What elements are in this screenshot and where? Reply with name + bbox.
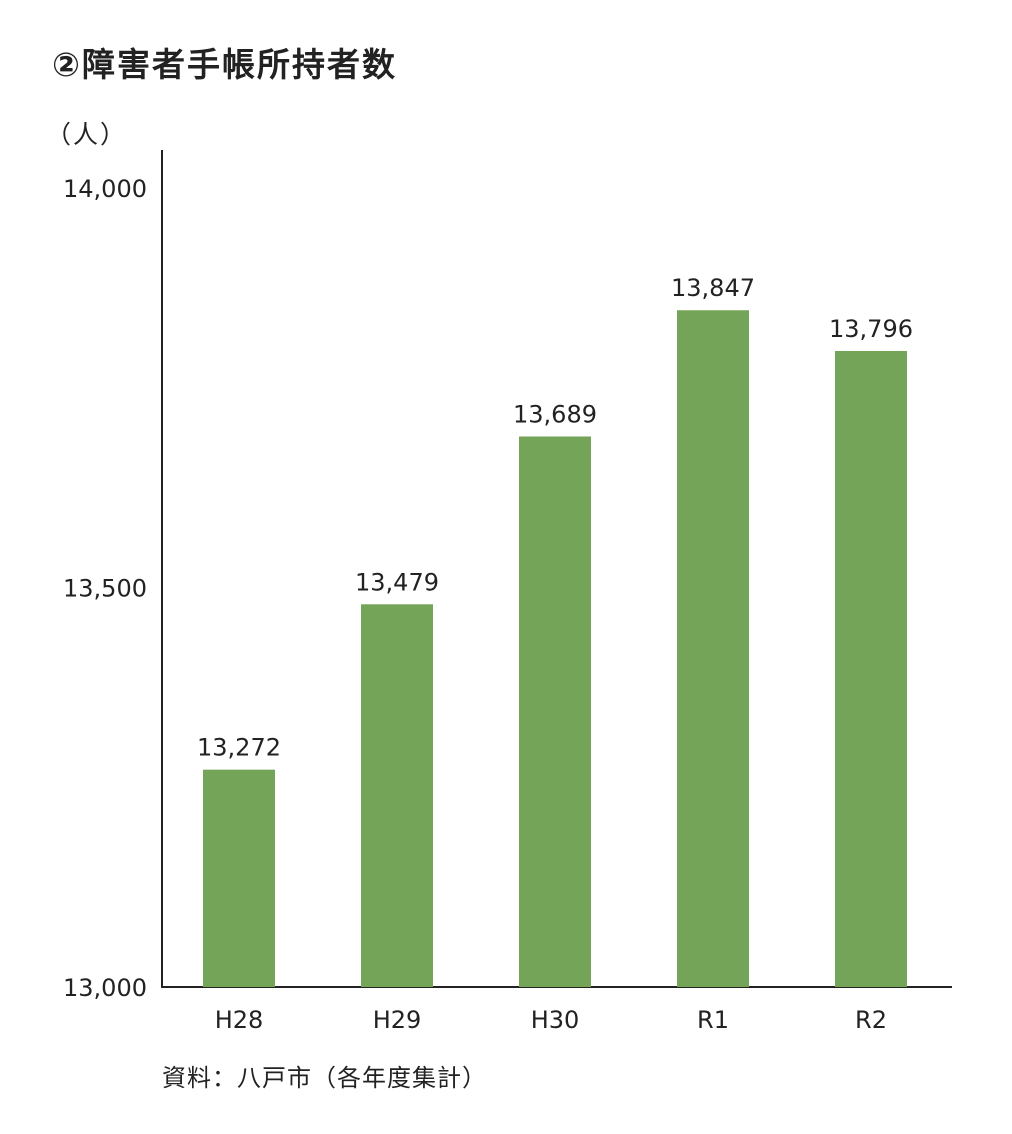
x-tick-label: R2 xyxy=(855,1006,887,1034)
x-tick-label: H28 xyxy=(215,1006,264,1034)
data-label: 13,689 xyxy=(513,400,597,428)
bar-h29 xyxy=(361,604,433,987)
y-tick-label: 13,500 xyxy=(63,575,147,603)
data-label: 13,796 xyxy=(829,315,913,343)
y-axis-unit-label: （人） xyxy=(46,120,128,149)
x-tick-label: R1 xyxy=(697,1006,729,1034)
data-label: 13,847 xyxy=(671,274,755,302)
y-tick-label: 14,000 xyxy=(63,175,147,203)
data-label: 13,479 xyxy=(355,568,439,596)
bar-r2 xyxy=(835,350,907,988)
x-tick-label: H30 xyxy=(531,1006,580,1034)
y-tick-label: 13,000 xyxy=(63,974,147,1002)
source-note: 資料：八戸市（各年度集計） xyxy=(162,1064,487,1092)
chart-title: ②障害者手帳所持者数 xyxy=(52,45,397,84)
bar-h30 xyxy=(519,436,591,987)
data-label: 13,272 xyxy=(197,734,281,762)
bar-h28 xyxy=(203,769,275,987)
x-tick-label: H29 xyxy=(373,1006,422,1034)
bar-r1 xyxy=(677,310,749,987)
